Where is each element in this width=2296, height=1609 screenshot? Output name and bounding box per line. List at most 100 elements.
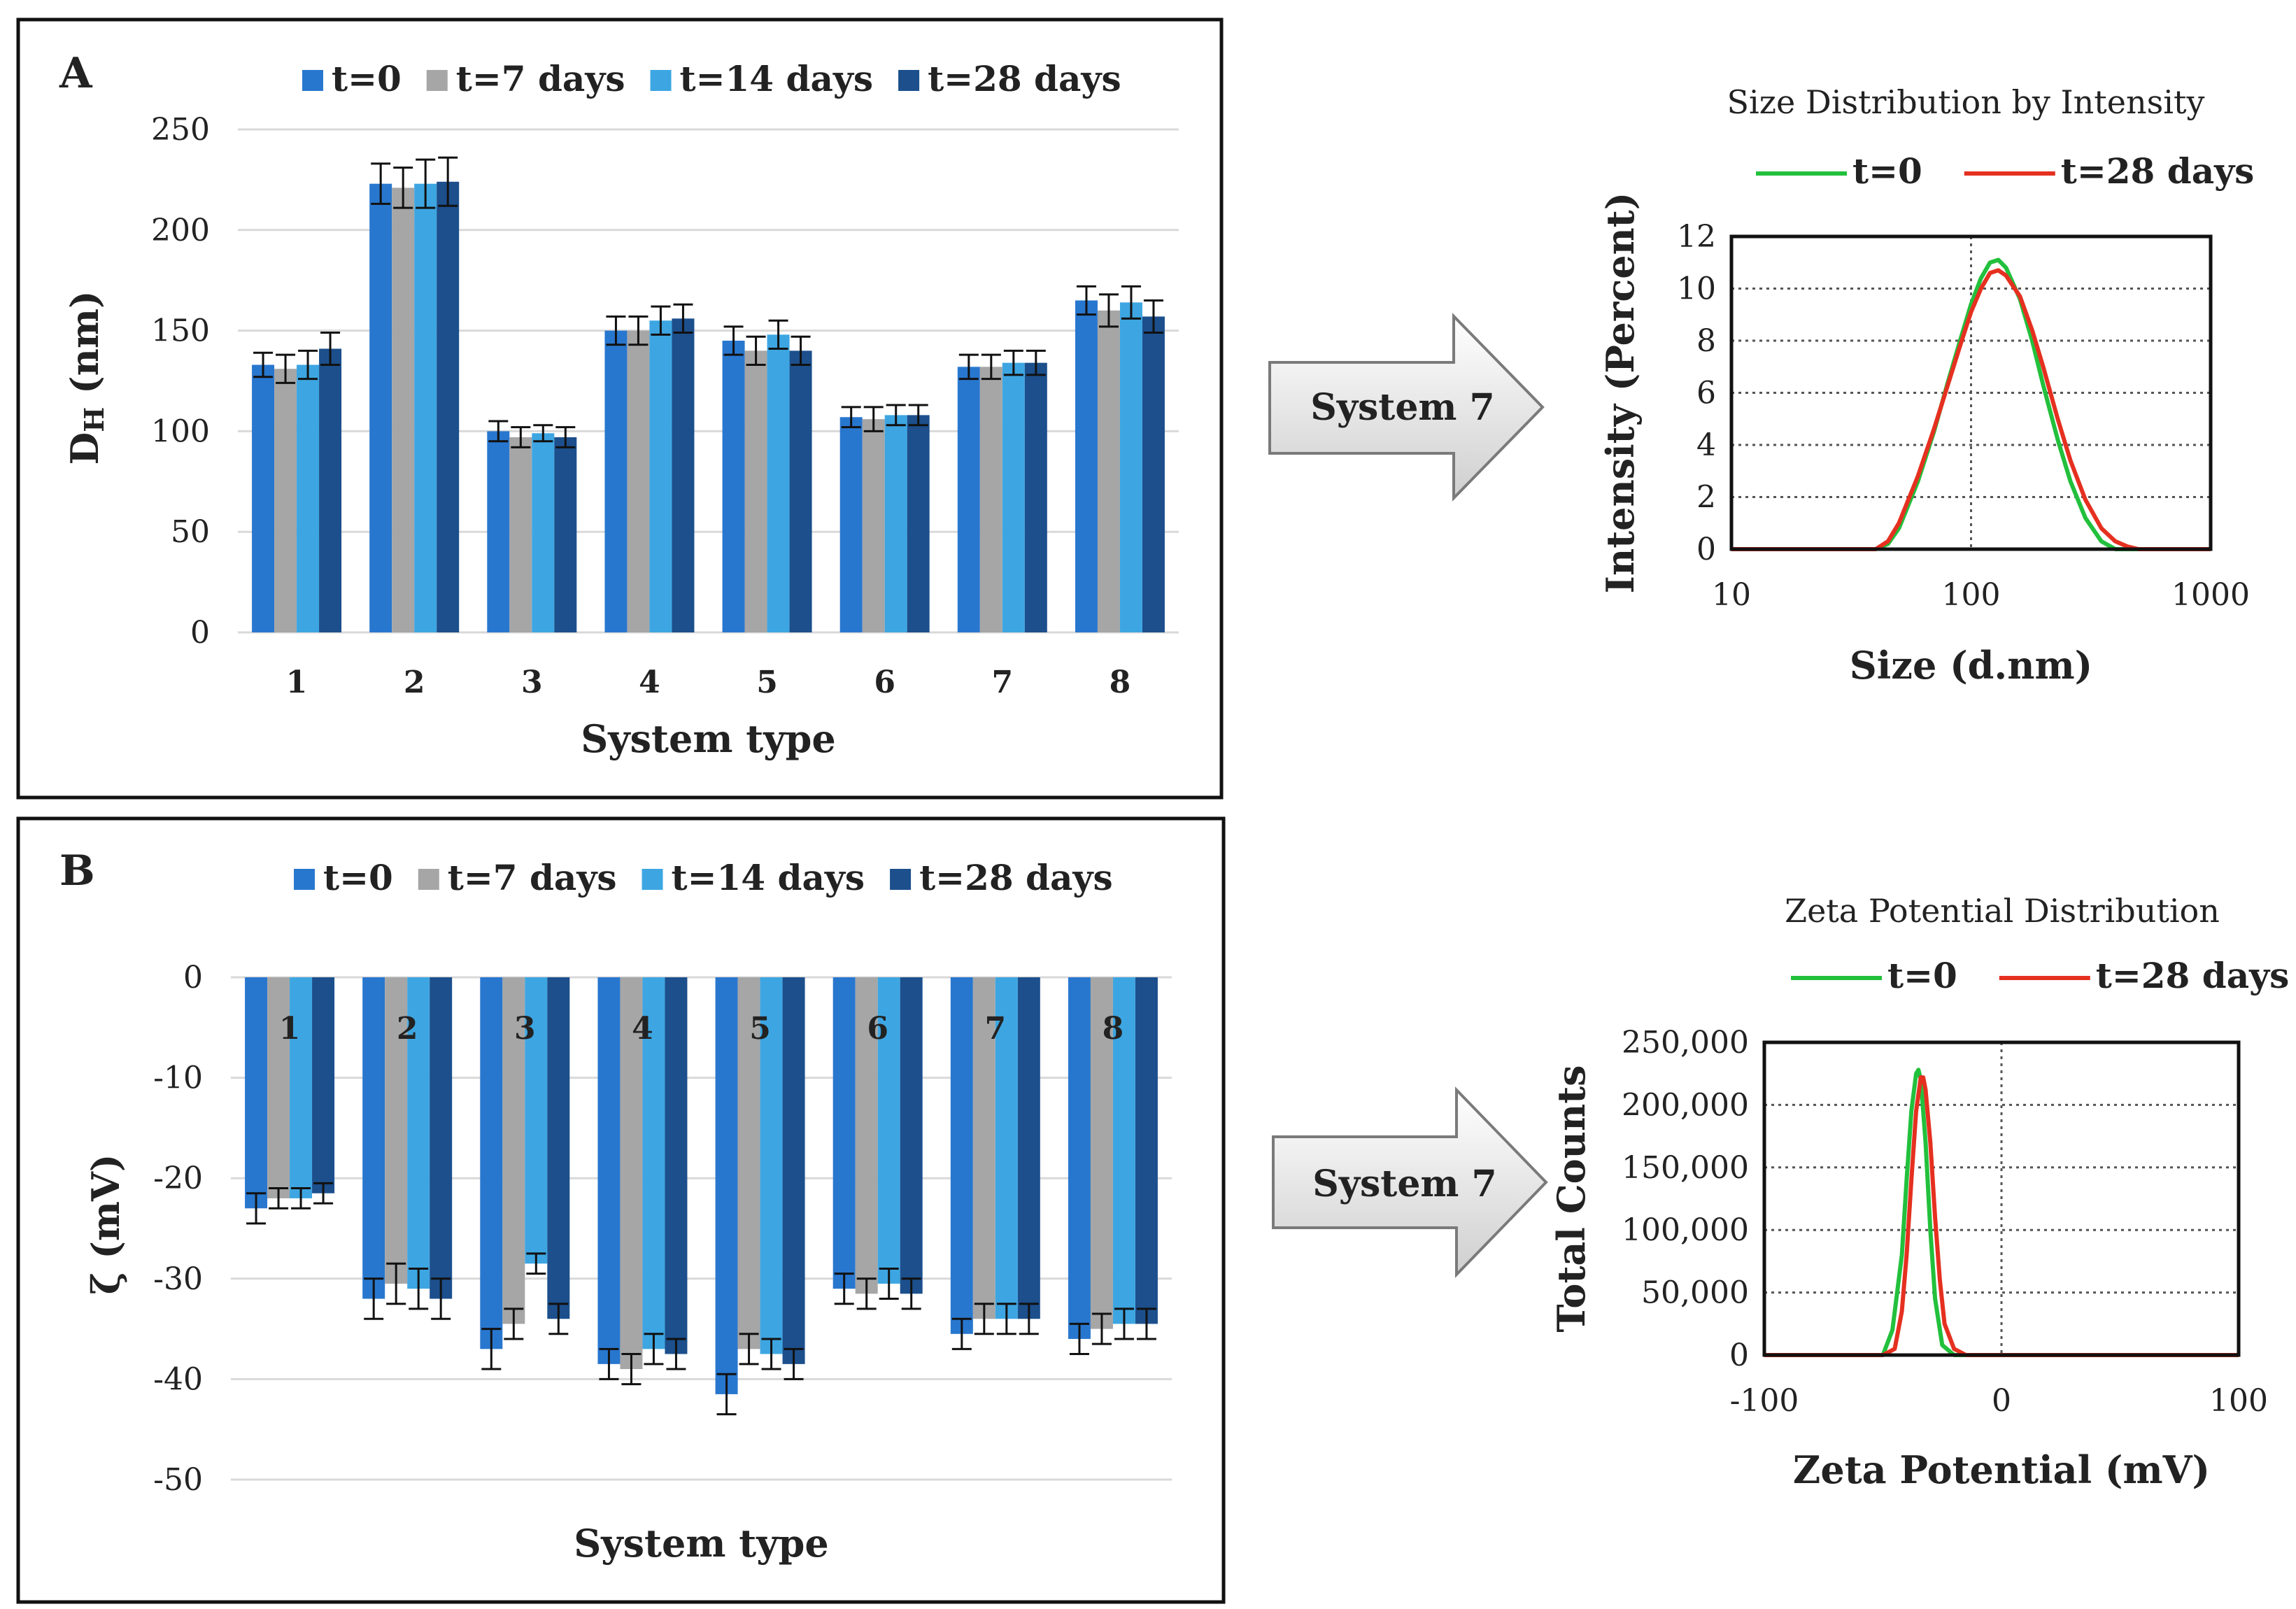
legend-label: t=28 days	[2061, 150, 2255, 192]
x-tick-label: 0	[1992, 1383, 2011, 1419]
legend-label: t=28 days	[928, 58, 1121, 99]
y-tick-label: 100,000	[1622, 1212, 1749, 1248]
bar	[597, 977, 621, 1364]
bar	[855, 977, 878, 1294]
bar	[1068, 977, 1091, 1339]
bar	[1024, 362, 1047, 632]
legend-swatch	[642, 869, 663, 890]
category-label: 3	[521, 665, 543, 700]
bar	[290, 977, 313, 1198]
legend-label: t=28 days	[919, 857, 1113, 898]
category-label: 2	[397, 1011, 418, 1047]
category-label: 5	[749, 1011, 771, 1047]
bar	[767, 334, 790, 632]
bar	[1002, 362, 1025, 632]
y-tick-label: -20	[153, 1161, 203, 1196]
legend-swatch	[418, 869, 439, 890]
bar	[554, 437, 577, 632]
bar	[509, 437, 532, 632]
bar	[604, 330, 628, 632]
category-label: 7	[992, 665, 1014, 700]
y-tick-label: 150,000	[1622, 1150, 1749, 1186]
legend-label: t=0	[1887, 955, 1957, 996]
bar	[267, 977, 290, 1198]
bar	[715, 977, 738, 1394]
x-axis-label: Size (d.nm)	[1850, 643, 2092, 688]
bar	[907, 415, 930, 632]
panel-b-frame	[16, 816, 1226, 1604]
bar	[862, 419, 885, 632]
y-tick-label: 10	[1677, 271, 1716, 307]
bar	[437, 181, 460, 632]
bar	[1075, 300, 1098, 632]
category-label: 3	[514, 1011, 536, 1047]
bar	[312, 977, 335, 1193]
y-tick-label: 150	[151, 313, 210, 349]
bar	[392, 187, 415, 632]
y-tick-label: 4	[1696, 427, 1716, 463]
bar	[950, 977, 973, 1334]
legend-label: t=0	[323, 857, 393, 898]
arrow-label-bottom: System 7	[1312, 1163, 1496, 1205]
arrow-system-7-top: System 7	[1268, 313, 1545, 502]
y-tick-label: 0	[1729, 1338, 1749, 1373]
y-tick-label: 100	[151, 413, 210, 449]
y-tick-label: 0	[190, 615, 210, 651]
legend-swatch	[650, 70, 672, 91]
legend-label: t=0	[1852, 150, 1922, 192]
bar	[1017, 977, 1040, 1319]
bar	[737, 977, 760, 1349]
series-line	[1764, 1068, 2239, 1357]
bar	[665, 977, 688, 1354]
bar	[274, 369, 297, 632]
bar	[627, 330, 650, 632]
panel-label: A	[59, 49, 93, 98]
y-tick-label: 0	[183, 960, 203, 995]
x-axis-label: System type	[574, 1521, 828, 1566]
category-label: 8	[1110, 665, 1131, 700]
plot-frame	[1762, 1040, 2241, 1357]
bar	[319, 348, 342, 632]
bar	[480, 977, 503, 1349]
bar	[649, 320, 672, 632]
bar	[1097, 310, 1120, 632]
bar	[979, 367, 1002, 632]
y-axis-label: ζ (mV)	[83, 1154, 128, 1295]
y-tick-label: -10	[153, 1061, 203, 1096]
bar	[362, 977, 385, 1299]
category-label: 8	[1103, 1011, 1124, 1047]
legend-label: t=0	[332, 58, 402, 99]
bar	[642, 977, 665, 1349]
category-label: 2	[404, 665, 425, 700]
bar	[972, 977, 995, 1319]
y-axis-label: DH (nm)	[62, 290, 110, 465]
bar	[957, 367, 980, 632]
x-axis-label: System type	[581, 716, 835, 761]
bar	[532, 433, 555, 632]
y-tick-label: 50	[171, 514, 210, 550]
legend-swatch	[294, 869, 315, 890]
bar	[782, 977, 805, 1364]
category-label: 1	[279, 1011, 301, 1047]
x-tick-label: 10	[1712, 577, 1751, 613]
y-tick-label: -50	[153, 1462, 203, 1498]
bar	[1135, 977, 1158, 1324]
category-label: 1	[286, 665, 308, 700]
y-tick-label: 0	[1696, 532, 1716, 567]
bar	[245, 977, 268, 1209]
bar	[884, 415, 907, 632]
bar	[407, 977, 430, 1289]
y-tick-label: 8	[1696, 323, 1716, 359]
x-tick-label: 1000	[2171, 577, 2250, 613]
bar	[1090, 977, 1113, 1329]
y-tick-label: 250,000	[1622, 1025, 1749, 1061]
legend-label: t=28 days	[2096, 955, 2290, 996]
bar	[620, 977, 643, 1370]
legend-swatch	[898, 70, 920, 91]
bar	[839, 417, 863, 632]
bar	[722, 340, 745, 632]
y-axis-label: Total Counts	[1549, 1065, 1594, 1332]
bar	[1119, 302, 1142, 632]
y-tick-label: 50,000	[1641, 1275, 1749, 1311]
